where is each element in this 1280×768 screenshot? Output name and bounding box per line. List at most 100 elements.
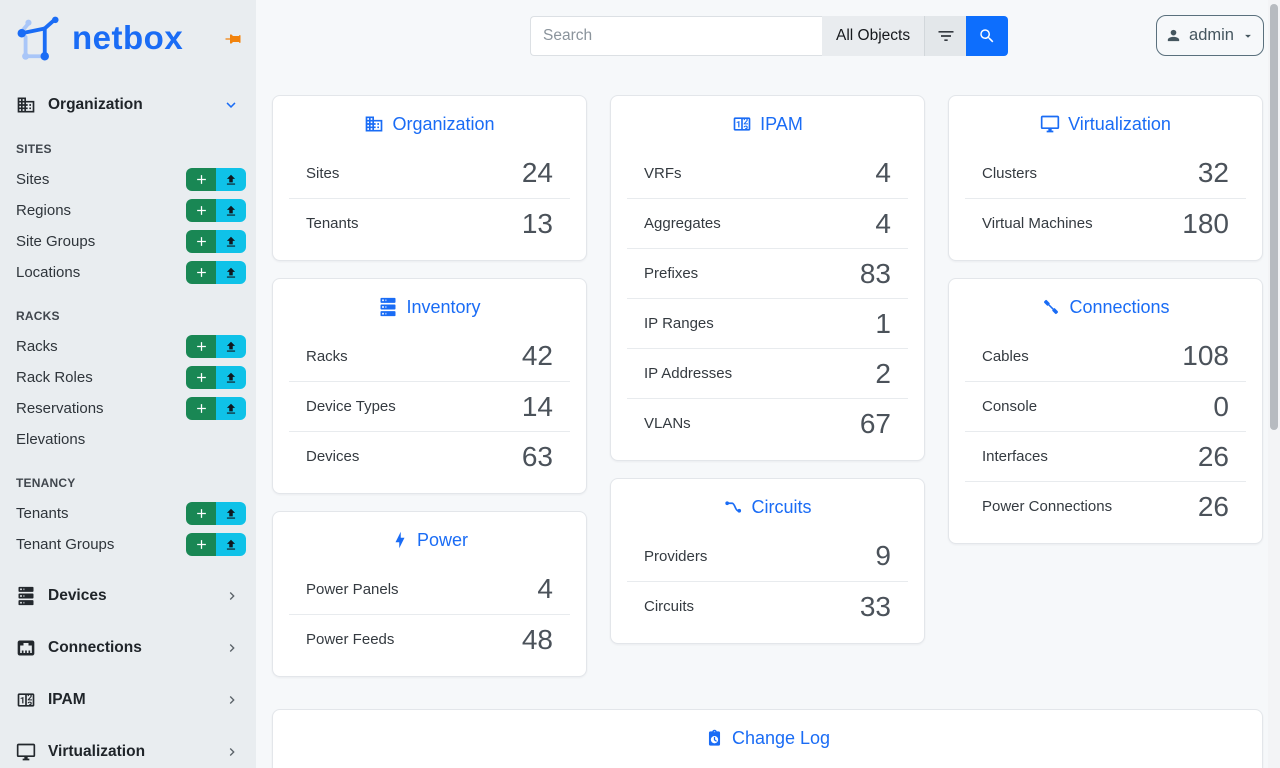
chevron-right-icon bbox=[224, 692, 240, 708]
user-icon bbox=[1165, 27, 1182, 44]
stat-row-console[interactable]: Console 0 bbox=[965, 381, 1246, 431]
stat-row-power-feeds[interactable]: Power Feeds 48 bbox=[289, 614, 570, 664]
stat-row-power-connections[interactable]: Power Connections 26 bbox=[965, 481, 1246, 531]
search-submit-button[interactable] bbox=[966, 16, 1009, 56]
import-button[interactable] bbox=[216, 199, 246, 222]
upload-icon bbox=[224, 204, 238, 218]
import-button[interactable] bbox=[216, 533, 246, 556]
add-button[interactable] bbox=[186, 199, 216, 222]
stat-row-vlans[interactable]: VLANs 67 bbox=[627, 398, 908, 448]
card-circuits-title[interactable]: Circuits bbox=[611, 479, 924, 531]
sidebar-item-site-groups[interactable]: Site Groups bbox=[0, 226, 256, 257]
sidebar-section-tenancy: TENANCY bbox=[16, 476, 76, 490]
plus-icon bbox=[194, 401, 209, 416]
card-changelog-title[interactable]: Change Log bbox=[273, 710, 1262, 762]
building-icon bbox=[16, 95, 36, 115]
sidebar-item-elevations[interactable]: Elevations bbox=[16, 431, 86, 448]
plus-icon bbox=[194, 537, 209, 552]
card-ipam: IPAM VRFs 4 Aggregates 4 Prefixes bbox=[610, 95, 925, 461]
add-button[interactable] bbox=[186, 230, 216, 253]
netbox-logo[interactable]: netbox bbox=[14, 16, 183, 62]
server-icon bbox=[16, 586, 36, 606]
import-button[interactable] bbox=[216, 230, 246, 253]
sidebar-item-locations[interactable]: Locations bbox=[0, 257, 256, 288]
import-button[interactable] bbox=[216, 366, 246, 389]
cable-icon bbox=[1041, 297, 1061, 317]
card-inventory-title[interactable]: Inventory bbox=[273, 279, 586, 331]
search-scope-button[interactable]: All Objects bbox=[822, 16, 925, 56]
sidebar-group-ipam[interactable]: IPAM bbox=[0, 674, 256, 726]
chevron-right-icon bbox=[224, 588, 240, 604]
scrollbar-thumb[interactable] bbox=[1270, 4, 1278, 430]
sidebar-item-racks[interactable]: Racks bbox=[0, 331, 256, 362]
sidebar-item-sites[interactable]: Sites bbox=[0, 164, 256, 195]
stat-row-ip-ranges[interactable]: IP Ranges 1 bbox=[627, 298, 908, 348]
stat-row-clusters[interactable]: Clusters 32 bbox=[982, 157, 1229, 188]
plus-icon bbox=[194, 506, 209, 521]
card-connections-title[interactable]: Connections bbox=[949, 279, 1262, 331]
stat-row-device-types[interactable]: Device Types 14 bbox=[289, 381, 570, 431]
upload-icon bbox=[224, 507, 238, 521]
stat-row-interfaces[interactable]: Interfaces 26 bbox=[965, 431, 1246, 481]
add-button[interactable] bbox=[186, 533, 216, 556]
stat-row-vrfs[interactable]: VRFs 4 bbox=[644, 157, 891, 188]
plus-icon bbox=[194, 265, 209, 280]
search-input[interactable] bbox=[530, 16, 822, 56]
sidebar-group-connections[interactable]: Connections bbox=[0, 622, 256, 674]
card-circuits: Circuits Providers 9 Circuits 33 bbox=[610, 478, 925, 644]
card-organization-title[interactable]: Organization bbox=[273, 96, 586, 148]
card-virtualization-title[interactable]: Virtualization bbox=[949, 96, 1262, 148]
stat-row-providers[interactable]: Providers 9 bbox=[644, 540, 891, 571]
stat-row-circuits[interactable]: Circuits 33 bbox=[627, 581, 908, 631]
clipboard-clock-icon bbox=[705, 729, 724, 748]
sidebar-group-devices[interactable]: Devices bbox=[0, 570, 256, 622]
stat-row-sites[interactable]: Sites 24 bbox=[306, 157, 553, 188]
upload-icon bbox=[224, 340, 238, 354]
plus-icon bbox=[194, 234, 209, 249]
sidebar-item-rack-roles[interactable]: Rack Roles bbox=[0, 362, 256, 393]
add-button[interactable] bbox=[186, 261, 216, 284]
sidebar-item-reservations[interactable]: Reservations bbox=[0, 393, 256, 424]
import-button[interactable] bbox=[216, 335, 246, 358]
plus-icon bbox=[194, 339, 209, 354]
stat-row-prefixes[interactable]: Prefixes 83 bbox=[627, 248, 908, 298]
add-button[interactable] bbox=[186, 366, 216, 389]
stat-row-devices[interactable]: Devices 63 bbox=[289, 431, 570, 481]
import-button[interactable] bbox=[216, 397, 246, 420]
user-menu-button[interactable]: admin bbox=[1156, 15, 1264, 56]
chevron-right-icon bbox=[224, 744, 240, 760]
filter-button[interactable] bbox=[924, 16, 967, 56]
stat-row-virtual-machines[interactable]: Virtual Machines 180 bbox=[965, 198, 1246, 248]
add-button[interactable] bbox=[186, 168, 216, 191]
brand-name: netbox bbox=[72, 18, 184, 56]
sidebar-group-virtualization[interactable]: Virtualization bbox=[0, 726, 256, 768]
pin-sidebar-icon[interactable] bbox=[224, 30, 242, 48]
import-button[interactable] bbox=[216, 502, 246, 525]
import-button[interactable] bbox=[216, 261, 246, 284]
add-button[interactable] bbox=[186, 502, 216, 525]
sidebar-group-organization[interactable]: Organization bbox=[0, 89, 256, 121]
sidebar-item-regions[interactable]: Regions bbox=[0, 195, 256, 226]
sidebar-item-tenant-groups[interactable]: Tenant Groups bbox=[0, 529, 256, 560]
stat-row-tenants[interactable]: Tenants 13 bbox=[289, 198, 570, 248]
stat-row-ip-addresses[interactable]: IP Addresses 2 bbox=[627, 348, 908, 398]
page-scrollbar bbox=[1268, 0, 1280, 768]
stat-row-racks[interactable]: Racks 42 bbox=[306, 340, 553, 371]
upload-icon bbox=[224, 538, 238, 552]
netbox-logo-icon bbox=[14, 16, 64, 62]
stat-row-power-panels[interactable]: Power Panels 4 bbox=[306, 573, 553, 604]
sidebar-group-label: Organization bbox=[48, 96, 143, 113]
stat-row-cables[interactable]: Cables 108 bbox=[982, 340, 1229, 371]
caret-down-icon bbox=[1241, 29, 1255, 43]
plus-icon bbox=[194, 203, 209, 218]
add-button[interactable] bbox=[186, 397, 216, 420]
card-power-title[interactable]: Power bbox=[273, 512, 586, 564]
sidebar-section-racks: RACKS bbox=[16, 309, 60, 323]
filter-icon bbox=[936, 26, 956, 46]
card-ipam-title[interactable]: IPAM bbox=[611, 96, 924, 148]
sidebar-item-tenants[interactable]: Tenants bbox=[0, 498, 256, 529]
stat-row-aggregates[interactable]: Aggregates 4 bbox=[627, 198, 908, 248]
import-button[interactable] bbox=[216, 168, 246, 191]
add-button[interactable] bbox=[186, 335, 216, 358]
plus-icon bbox=[194, 172, 209, 187]
